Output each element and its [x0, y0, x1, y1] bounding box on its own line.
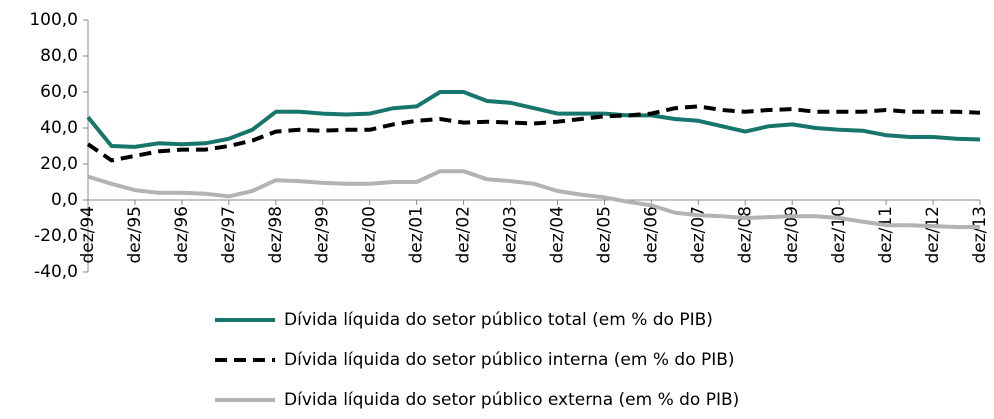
legend-label: Dívida líquida do setor público total (e…: [284, 310, 713, 330]
y-tick-label: -40,0: [34, 262, 78, 282]
series-line: [86, 104, 981, 163]
y-tick-label: 60,0: [40, 82, 78, 102]
x-tick-label: dez/01: [407, 206, 427, 264]
x-tick-label: dez/96: [172, 206, 192, 264]
x-tick-label: dez/05: [594, 206, 614, 264]
y-tick-label: -20,0: [34, 226, 78, 246]
x-tick-label: dez/04: [547, 206, 567, 264]
x-tick-label: dez/08: [735, 206, 755, 264]
x-tick-label: dez/09: [782, 206, 802, 264]
x-tick-label: dez/03: [501, 206, 521, 264]
x-tick-label: dez/13: [970, 206, 990, 264]
y-tick-label: 100,0: [29, 10, 78, 30]
x-tick-label: dez/12: [923, 206, 943, 264]
x-tick-label: dez/06: [641, 206, 661, 264]
x-tick-label: dez/94: [78, 206, 98, 264]
x-tick-label: dez/98: [266, 206, 286, 264]
x-tick-label: dez/07: [688, 206, 708, 264]
x-tick-label: dez/97: [219, 206, 239, 264]
series-line: [87, 169, 980, 229]
y-tick-label: 20,0: [40, 154, 78, 174]
y-tick-label: 80,0: [40, 46, 78, 66]
x-tick-label: dez/02: [454, 206, 474, 264]
legend-label: Dívida líquida do setor público interna …: [284, 350, 735, 370]
y-tick-label: 40,0: [40, 118, 78, 138]
legend-label: Dívida líquida do setor público externa …: [284, 390, 739, 410]
x-tick-label: dez/11: [876, 206, 896, 264]
x-tick-label: dez/95: [125, 206, 145, 264]
y-tick-label: 0,0: [51, 190, 78, 210]
x-tick-label: dez/00: [360, 206, 380, 264]
series-line: [86, 90, 981, 149]
x-tick-label: dez/10: [829, 206, 849, 264]
x-tick-label: dez/99: [313, 206, 333, 264]
